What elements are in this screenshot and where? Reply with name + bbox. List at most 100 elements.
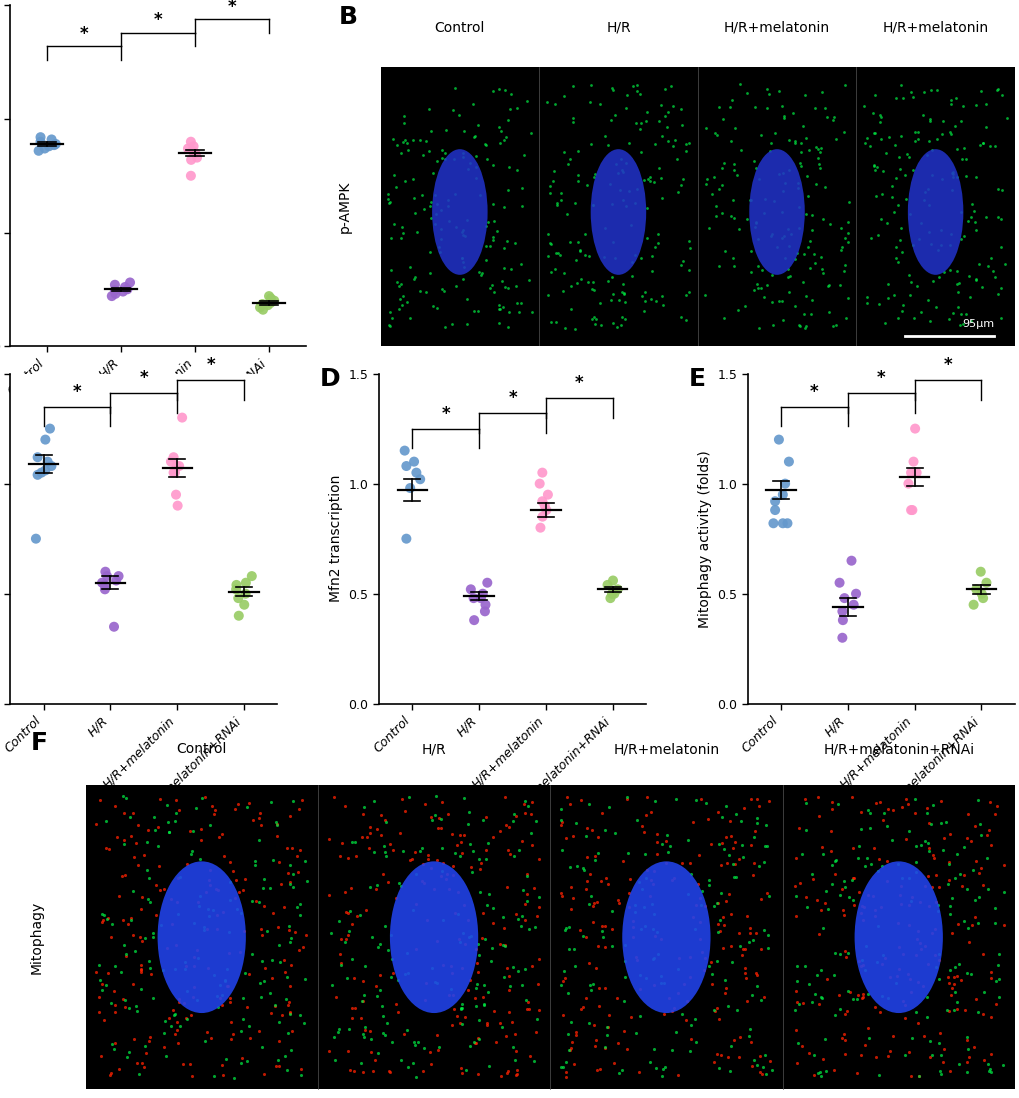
- Point: [235, 922, 252, 940]
- Point: [852, 957, 868, 975]
- Point: [642, 887, 658, 905]
- Point: [365, 792, 381, 809]
- Point: [598, 1026, 614, 1043]
- Point: [466, 1033, 482, 1051]
- Point: [591, 294, 607, 312]
- Point: [370, 938, 386, 955]
- Point: [495, 967, 512, 985]
- Point: [836, 256, 852, 273]
- Point: [539, 287, 555, 304]
- Point: [500, 303, 517, 321]
- Point: [261, 288, 277, 305]
- Point: [235, 596, 252, 614]
- Point: [430, 809, 446, 827]
- Point: [384, 130, 400, 147]
- Point: [285, 878, 302, 896]
- Point: [638, 861, 654, 878]
- Point: [758, 99, 774, 116]
- Point: [519, 865, 535, 883]
- Point: [114, 911, 130, 929]
- Point: [485, 283, 501, 301]
- Point: [193, 820, 209, 838]
- Point: [919, 180, 935, 198]
- Point: [627, 904, 643, 921]
- Point: [765, 192, 782, 210]
- Point: [832, 1000, 848, 1018]
- Point: [753, 1065, 769, 1083]
- Point: [632, 143, 648, 160]
- Point: [876, 314, 893, 332]
- Point: [166, 463, 182, 481]
- Point: [690, 847, 706, 864]
- Point: [236, 964, 253, 982]
- Point: [292, 1061, 309, 1078]
- Point: [92, 971, 108, 988]
- Point: [222, 1030, 238, 1047]
- Point: [959, 919, 975, 937]
- Point: [585, 894, 601, 911]
- Point: [508, 99, 525, 116]
- Point: [920, 839, 936, 856]
- Point: [100, 964, 116, 982]
- Point: [187, 799, 204, 817]
- Point: [398, 1021, 415, 1039]
- Point: [627, 1024, 643, 1042]
- Point: [201, 871, 217, 888]
- Point: [770, 430, 787, 448]
- Point: [873, 955, 890, 973]
- Point: [900, 822, 916, 840]
- Point: [369, 987, 385, 1005]
- Point: [341, 1062, 358, 1079]
- Point: [814, 264, 830, 281]
- Point: [972, 585, 988, 603]
- Point: [993, 181, 1009, 199]
- Point: [546, 96, 562, 113]
- Point: [110, 1061, 126, 1078]
- Point: [961, 289, 977, 306]
- Point: [271, 1013, 287, 1031]
- Point: [651, 113, 667, 131]
- Point: [726, 869, 742, 886]
- Point: [876, 950, 893, 967]
- Point: [392, 274, 409, 292]
- Point: [265, 851, 281, 869]
- Point: [454, 253, 471, 270]
- Point: [418, 283, 434, 301]
- Point: [386, 166, 403, 183]
- Point: [107, 957, 123, 975]
- Point: [976, 117, 993, 135]
- Point: [958, 1028, 974, 1045]
- Point: [468, 975, 484, 993]
- Point: [967, 852, 983, 870]
- Point: [633, 114, 649, 132]
- Point: [426, 807, 442, 825]
- Point: [838, 949, 854, 966]
- Point: [890, 310, 906, 327]
- Point: [531, 474, 547, 492]
- Point: [265, 904, 281, 921]
- Point: [813, 989, 829, 1007]
- Point: [836, 1031, 852, 1049]
- Point: [789, 994, 805, 1011]
- Point: [756, 191, 772, 209]
- Point: [421, 142, 437, 159]
- Point: [784, 104, 800, 122]
- Point: [989, 208, 1006, 225]
- Point: [840, 888, 856, 906]
- Point: [182, 822, 199, 840]
- Point: [230, 590, 247, 607]
- Point: [935, 829, 952, 847]
- Point: [906, 789, 922, 807]
- Point: [133, 1054, 150, 1072]
- Point: [929, 896, 946, 914]
- Point: [635, 898, 651, 916]
- Point: [575, 927, 591, 944]
- Point: [570, 166, 586, 183]
- Point: [172, 869, 189, 886]
- Point: [668, 183, 685, 201]
- Point: [948, 994, 964, 1011]
- Point: [268, 814, 284, 831]
- Point: [871, 109, 888, 126]
- Point: [471, 1011, 487, 1029]
- Point: [547, 244, 564, 261]
